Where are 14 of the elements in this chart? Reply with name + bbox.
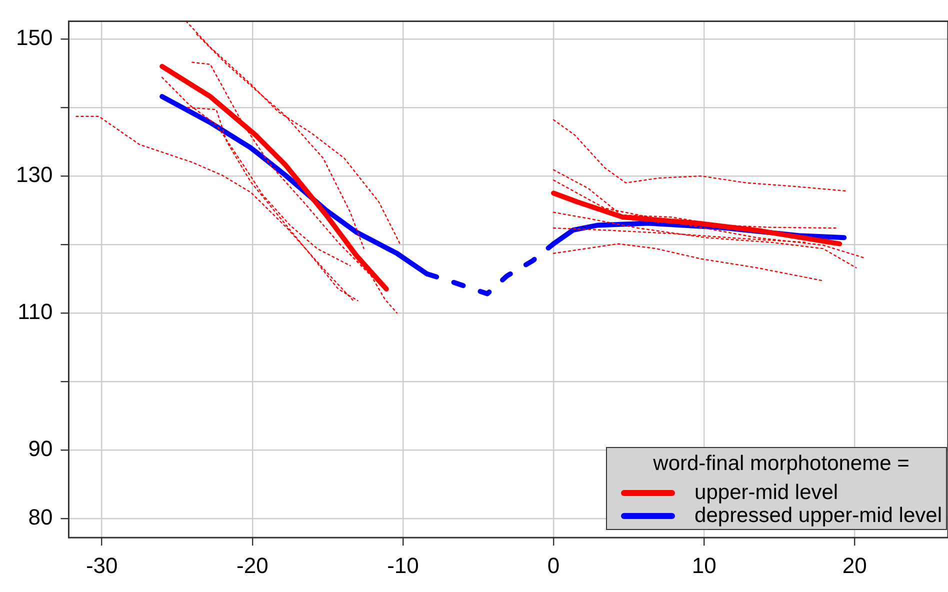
x-tick-label: 0 [547,552,560,578]
legend-title: word-final morphotoneme = [652,452,910,475]
y-tick-label: 90 [28,436,53,461]
x-tick-label: -10 [387,552,419,578]
y-tick-label: 130 [16,162,53,188]
y-tick-label: 110 [18,299,53,324]
x-tick-label: 10 [692,552,716,578]
x-tick-label: 20 [842,552,867,578]
y-tick-label: 80 [28,504,53,530]
y-tick-label: 150 [16,25,53,50]
x-tick-label: -20 [236,552,268,578]
x-tick-label: -30 [86,552,118,578]
legend-label: upper-mid level [694,481,838,504]
legend-label: depressed upper-mid level [694,504,942,527]
